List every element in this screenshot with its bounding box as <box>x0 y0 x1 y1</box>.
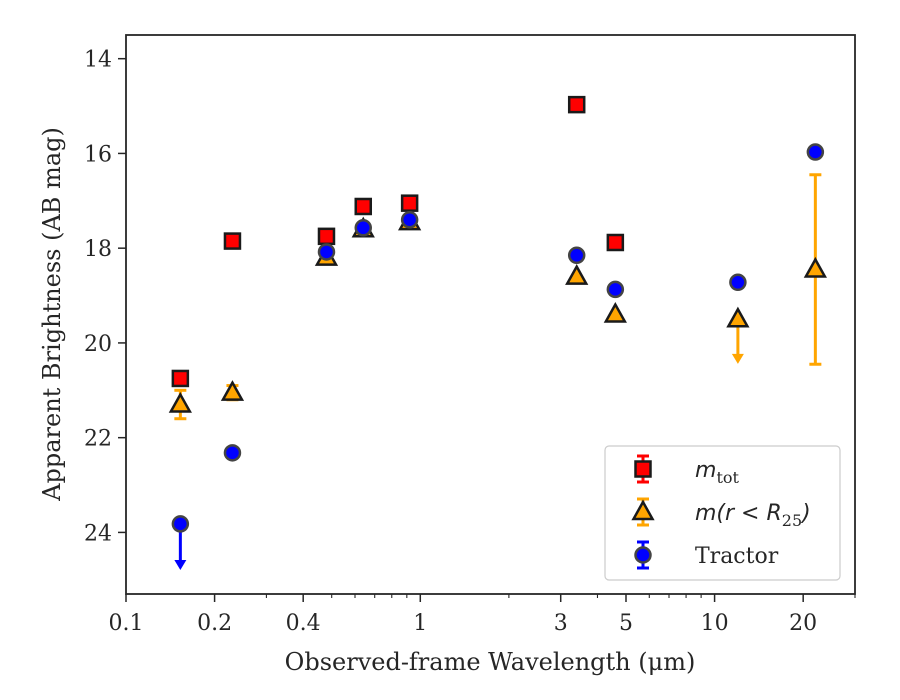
circle-marker <box>567 246 586 265</box>
x-tick-label: 0.4 <box>286 611 321 636</box>
upper-limit-arrow <box>731 353 744 364</box>
circle-marker <box>729 273 747 292</box>
legend-label-2: Tractor <box>695 544 779 569</box>
triangle-marker <box>220 380 245 401</box>
circle-marker <box>354 219 373 237</box>
y-tick-label: 16 <box>84 142 112 167</box>
y-tick-label: 24 <box>84 521 112 546</box>
square-marker <box>567 95 586 114</box>
triangle-marker <box>803 256 827 278</box>
circle-marker <box>806 143 825 161</box>
circle-marker <box>400 211 419 229</box>
triangle-marker <box>603 301 627 323</box>
y-axis-ticks: 14 16 18 20 22 24 <box>84 48 126 546</box>
circle-marker <box>606 280 625 299</box>
y-tick-label: 14 <box>84 48 112 73</box>
square-marker <box>354 197 373 216</box>
series-square <box>171 95 625 388</box>
y-tick-label: 20 <box>84 332 112 357</box>
x-axis-ticks: 0.1 0.2 0.4 1 3 5 10 20 <box>109 594 856 636</box>
legend-label-0: mtot <box>695 458 740 487</box>
y-tick-label: 22 <box>84 427 112 452</box>
legend-label-1: m(r < R25) <box>695 501 811 530</box>
legend-square-marker <box>634 460 652 478</box>
x-tick-label: 0.1 <box>109 611 144 636</box>
legend-circle-marker <box>634 546 652 564</box>
circle-marker <box>223 444 242 462</box>
x-tick-label: 5 <box>619 611 633 636</box>
legend: mtot m(r < R25) Tractor <box>604 445 841 581</box>
x-axis-label: Observed-frame Wavelength (μm) <box>285 648 696 676</box>
plot-frame <box>125 34 856 595</box>
x-tick-label: 10 <box>701 611 729 636</box>
x-tick-label: 1 <box>413 611 427 636</box>
square-marker <box>606 233 625 252</box>
y-tick-label: 18 <box>84 237 112 262</box>
upper-limit-arrow <box>174 559 187 570</box>
triangle-marker <box>726 306 750 328</box>
circle-marker <box>317 243 336 261</box>
legend-box <box>604 445 841 581</box>
square-marker <box>400 194 419 212</box>
x-tick-label: 3 <box>554 611 568 636</box>
data-series <box>168 95 827 570</box>
square-marker <box>223 232 242 250</box>
legend-triangle-marker <box>631 499 655 521</box>
x-tick-label: 0.2 <box>197 611 232 636</box>
x-tick-label: 20 <box>789 611 817 636</box>
series-circle <box>171 143 825 570</box>
triangle-marker <box>168 391 192 413</box>
circle-marker <box>171 515 190 533</box>
y-axis-label: Apparent Brightness (AB mag) <box>38 127 66 502</box>
square-marker <box>317 227 336 246</box>
triangle-marker <box>565 264 589 285</box>
square-marker <box>171 369 190 388</box>
